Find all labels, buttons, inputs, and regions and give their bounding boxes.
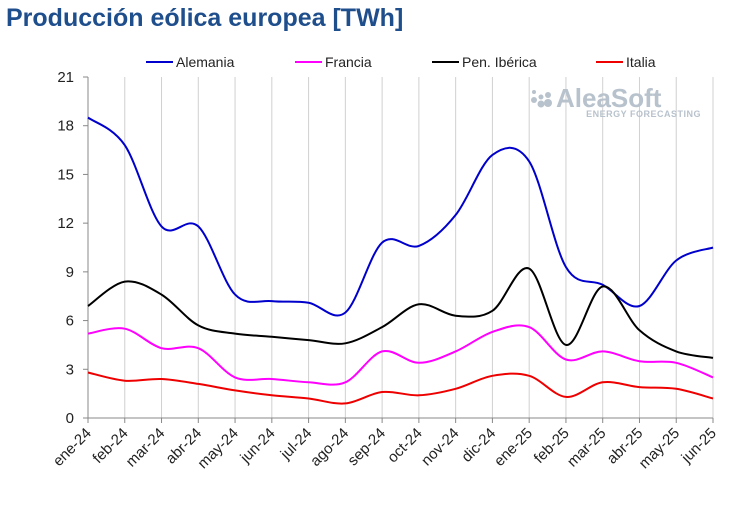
x-tick-label: jun-25: [678, 425, 720, 467]
series-line-italia: [87, 371, 714, 405]
series-line-alemania: [87, 116, 714, 317]
y-tick-label: 6: [66, 313, 74, 330]
watermark-dot: [537, 100, 545, 108]
watermark-dot: [532, 90, 536, 94]
x-tick-label: may-25: [636, 425, 683, 472]
chart-title: Producción eólica europea [TWh]: [6, 4, 404, 32]
x-tick-label: may-24: [194, 425, 241, 472]
x-tick-label: ene-25: [491, 425, 536, 470]
watermark-dot: [538, 94, 544, 100]
x-tick-label: nov-24: [418, 425, 462, 469]
y-tick-label: 21: [57, 69, 74, 86]
legend-label: Francia: [325, 54, 372, 70]
series-line-francia: [87, 324, 714, 386]
series-line-pen-iberica: [87, 267, 714, 359]
watermark-text: AleaSoft: [556, 83, 662, 113]
x-tick-label: mar-24: [123, 425, 169, 471]
watermark-dot: [531, 97, 537, 103]
y-tick-label: 0: [66, 410, 74, 427]
legend-label: Alemania: [176, 54, 235, 70]
y-tick-label: 9: [66, 264, 74, 281]
y-tick-label: 12: [57, 215, 74, 232]
x-tick-label: mar-25: [564, 425, 610, 471]
x-tick-label: sep-24: [344, 425, 388, 469]
x-tick-label: ago-24: [307, 425, 352, 470]
y-tick-label: 15: [57, 166, 74, 183]
y-tick-label: 3: [66, 361, 74, 378]
watermark-dot: [544, 99, 552, 107]
watermark-subtext: ENERGY FORECASTING: [586, 109, 701, 119]
watermark-dot: [545, 92, 551, 98]
legend-label: Pen. Ibérica: [462, 54, 537, 70]
x-tick-label: ene-24: [50, 425, 95, 470]
legend-label: Italia: [626, 54, 656, 70]
y-tick-label: 18: [57, 118, 74, 135]
x-tick-label: jun-24: [236, 425, 278, 467]
